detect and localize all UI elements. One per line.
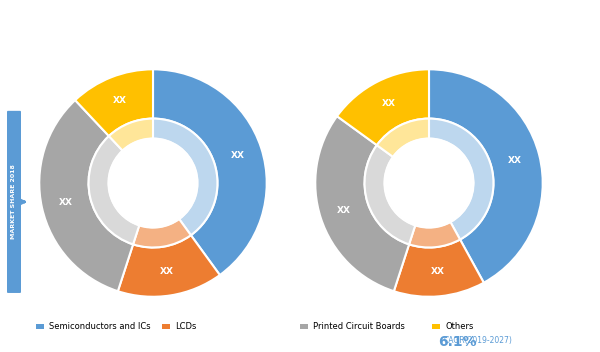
Wedge shape [429, 69, 543, 283]
Wedge shape [153, 69, 267, 275]
Circle shape [109, 138, 197, 228]
Wedge shape [394, 239, 484, 297]
FancyBboxPatch shape [7, 111, 21, 293]
Wedge shape [133, 219, 191, 247]
Text: XX: XX [59, 198, 73, 207]
Circle shape [385, 138, 473, 228]
Wedge shape [109, 119, 153, 151]
Wedge shape [39, 100, 133, 291]
Bar [162, 325, 170, 329]
Text: MARKET BY APPLICATION: MARKET BY APPLICATION [87, 17, 323, 36]
Text: LCDs: LCDs [175, 322, 197, 331]
Text: Semiconductors and ICs: Semiconductors and ICs [49, 322, 151, 331]
Wedge shape [118, 235, 220, 297]
Bar [36, 325, 44, 329]
Wedge shape [89, 136, 139, 244]
Text: XX: XX [337, 206, 351, 215]
Text: XX: XX [430, 267, 445, 276]
Wedge shape [153, 119, 217, 235]
Text: Others: Others [445, 322, 473, 331]
Wedge shape [337, 69, 429, 145]
Wedge shape [429, 119, 493, 239]
Wedge shape [365, 145, 415, 244]
Text: XX: XX [113, 96, 127, 105]
Text: Printed Circuit Boards: Printed Circuit Boards [313, 322, 405, 331]
Text: XX: XX [160, 266, 174, 276]
Wedge shape [377, 119, 429, 157]
Text: MARKET SHARE 2018: MARKET SHARE 2018 [11, 164, 17, 239]
Text: CAGR(2019-2027): CAGR(2019-2027) [444, 336, 513, 345]
Wedge shape [409, 222, 460, 247]
Wedge shape [315, 116, 409, 291]
Text: XX: XX [382, 99, 395, 108]
Bar [432, 325, 440, 329]
Text: XX: XX [231, 151, 245, 160]
Text: 6.1%: 6.1% [438, 335, 476, 349]
Bar [300, 325, 308, 329]
Text: XX: XX [508, 156, 522, 165]
Wedge shape [75, 69, 153, 136]
